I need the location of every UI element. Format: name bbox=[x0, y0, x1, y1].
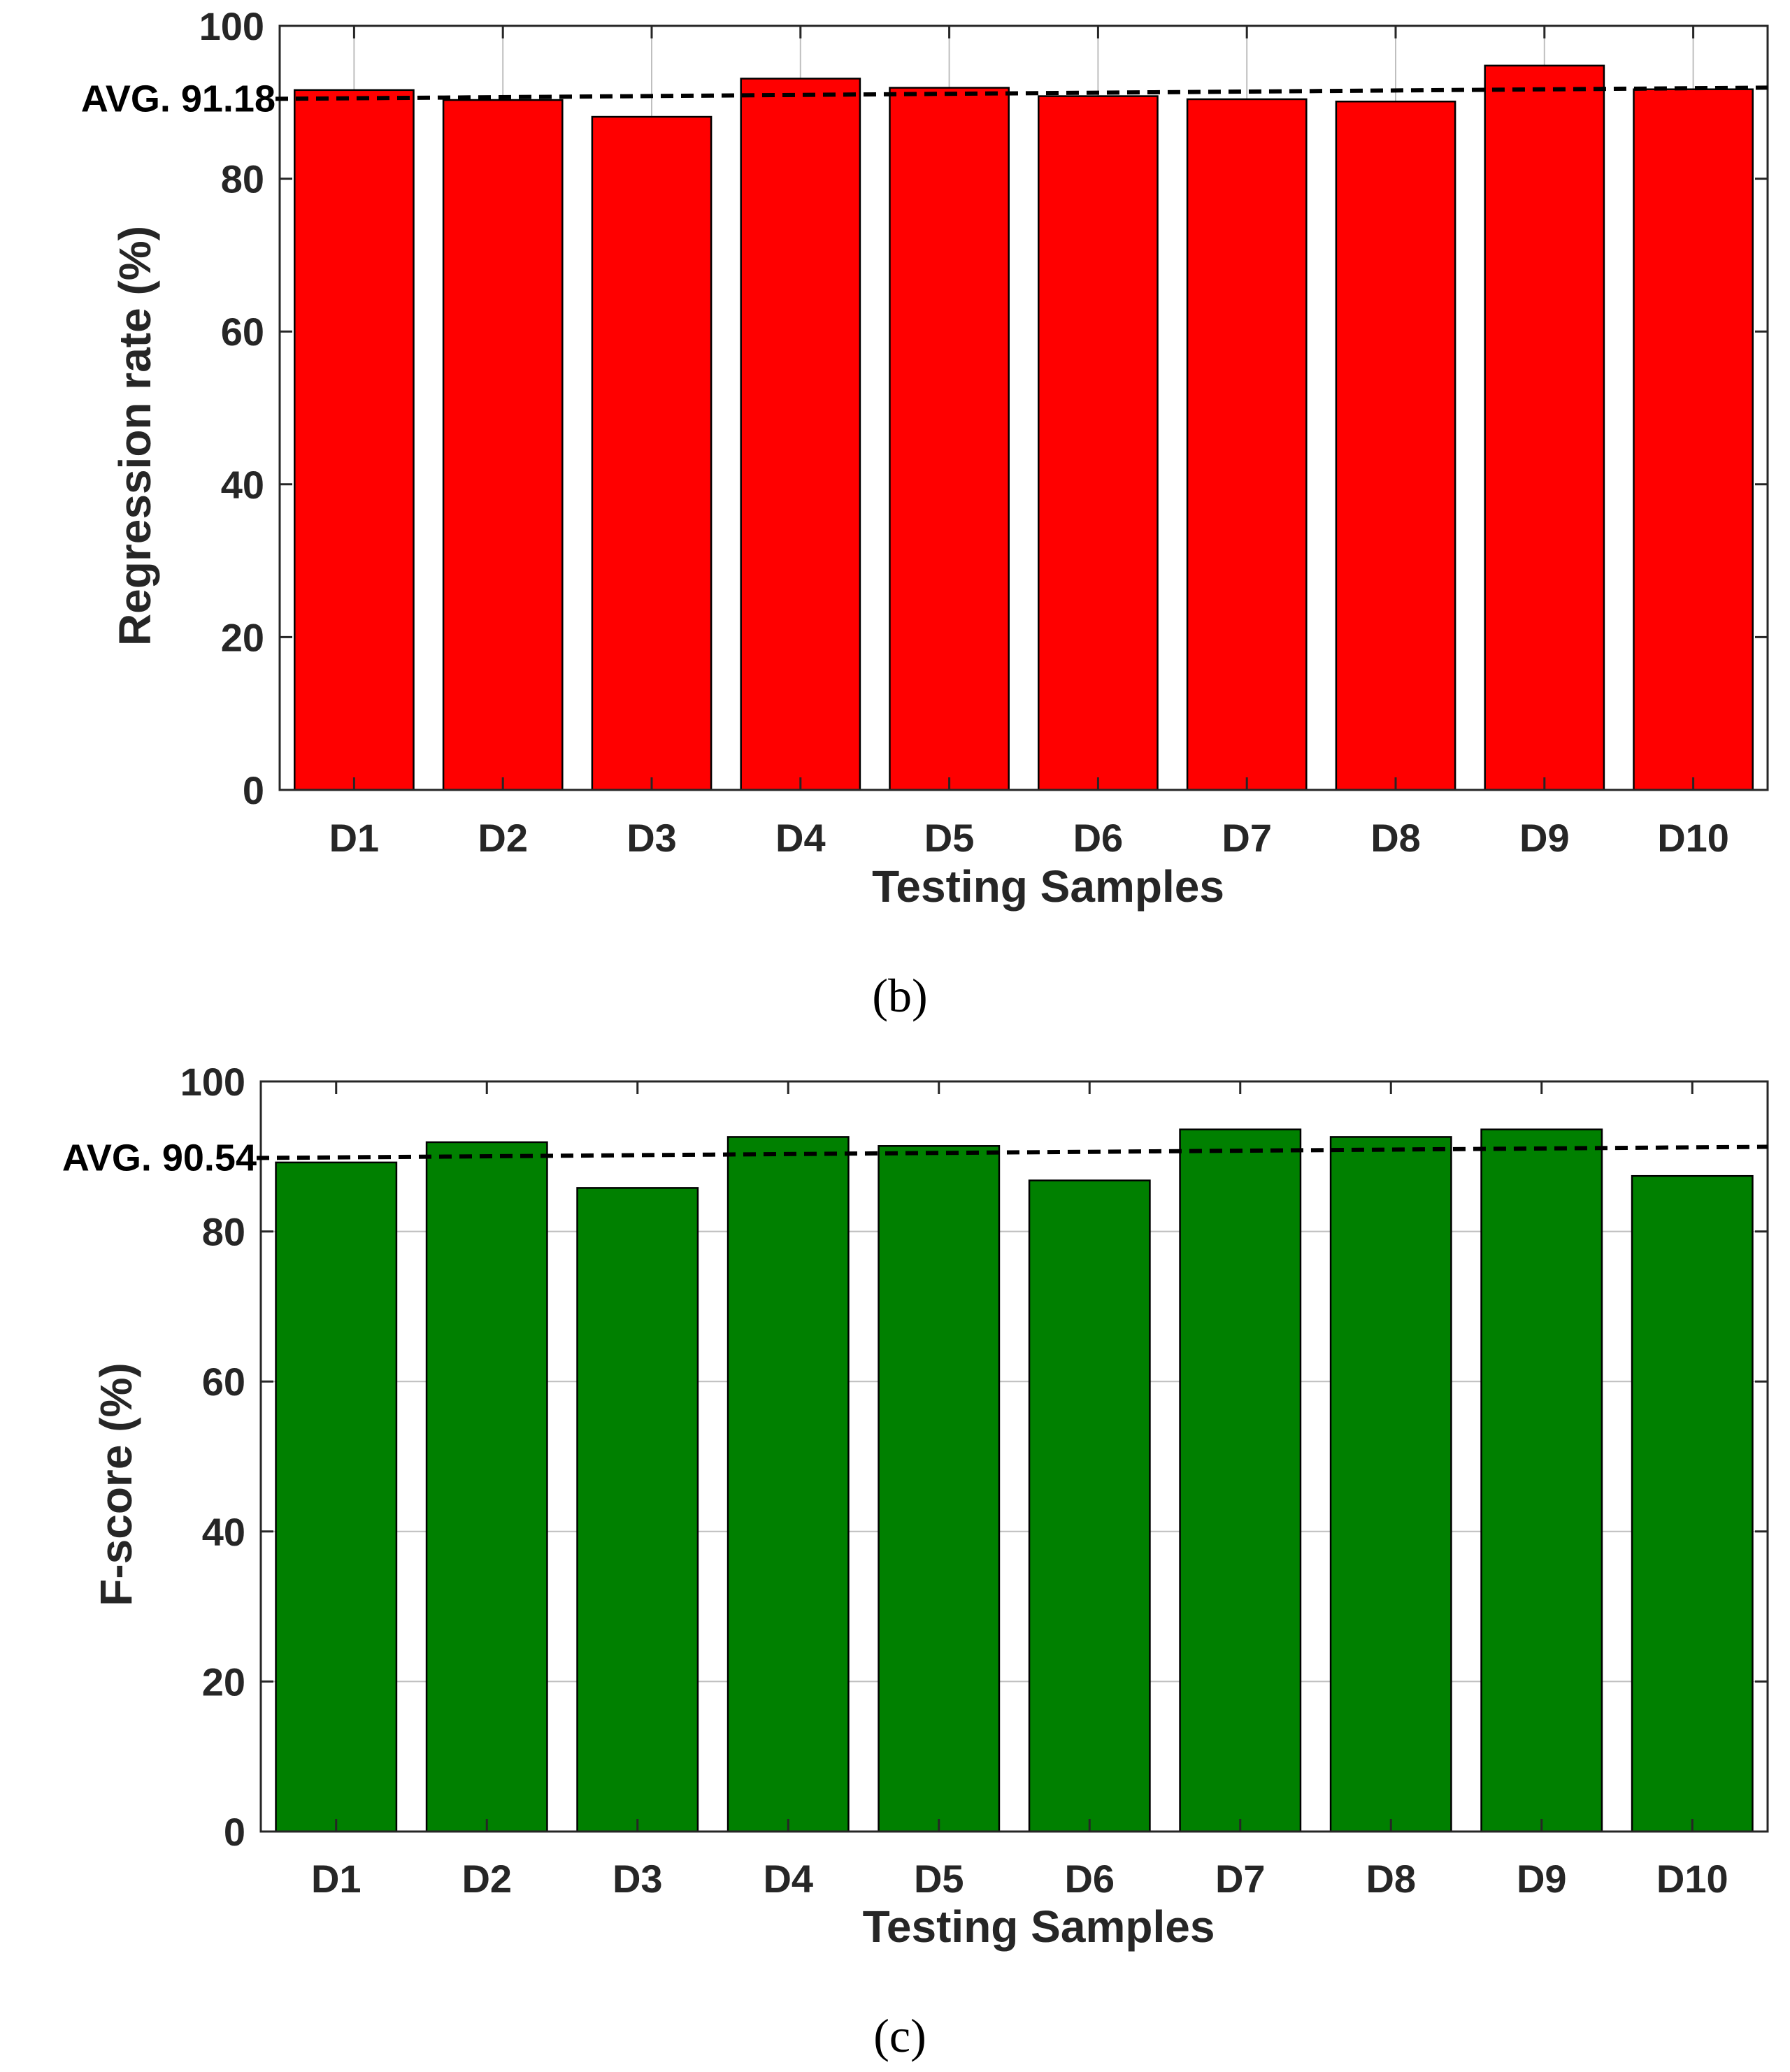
bar-d10 bbox=[1631, 1174, 1754, 1833]
plot-frame bbox=[278, 24, 1769, 791]
x-tick-label: D10 bbox=[1657, 816, 1729, 860]
y-tick-label: 100 bbox=[180, 1060, 245, 1104]
bar-d10 bbox=[1633, 88, 1754, 791]
x-tick-label: D2 bbox=[478, 816, 528, 860]
bars bbox=[294, 64, 1754, 791]
average-label: AVG. 91.18 bbox=[81, 78, 275, 120]
average-line bbox=[275, 85, 1768, 101]
x-tick-label: D8 bbox=[1370, 816, 1421, 860]
bar-d9 bbox=[1480, 1128, 1603, 1833]
x-tick-label: D3 bbox=[613, 1857, 663, 1901]
x-tick-label: D4 bbox=[775, 816, 826, 860]
bar-d6 bbox=[1028, 1179, 1151, 1833]
bar-d4 bbox=[726, 1136, 850, 1833]
plot-frame bbox=[259, 1080, 1769, 1833]
x-tick-label: D5 bbox=[914, 1857, 964, 1901]
bar-d1 bbox=[275, 1161, 398, 1833]
x-tick-label: D9 bbox=[1517, 1857, 1567, 1901]
y-tick-label: 60 bbox=[202, 1360, 245, 1404]
x-tick-label: D9 bbox=[1519, 816, 1570, 860]
bar-d9 bbox=[1484, 64, 1605, 791]
y-tick-label: 20 bbox=[202, 1660, 245, 1704]
x-tick-label: D7 bbox=[1222, 816, 1272, 860]
axis-ticks: 0 20 40 60 80 100 D1 D2 D3 D4 D5 D6 D7 D8 D9 D10 bbox=[199, 4, 1768, 860]
figure-caption-b: (b) bbox=[872, 969, 927, 1022]
x-tick-label: D3 bbox=[626, 816, 677, 860]
y-tick-label: 80 bbox=[202, 1210, 245, 1254]
y-tick-label: 20 bbox=[221, 615, 264, 659]
bar-d8 bbox=[1329, 1136, 1452, 1833]
bar-d4 bbox=[740, 78, 861, 791]
axis-ticks: 0 20 40 60 80 100 D1 D2 D3 D4 D5 D6 D7 D8 D9 D10 bbox=[180, 1060, 1768, 1901]
bar-d7 bbox=[1186, 98, 1308, 791]
chart-f-score: 0 20 40 60 80 100 D1 D2 D3 D4 D5 D6 D7 D8 D9 D10 AVG. 9… bbox=[62, 1060, 1769, 2062]
y-axis-label: F-score (%) bbox=[91, 1362, 141, 1606]
average-line bbox=[256, 1144, 1768, 1160]
bar-d1 bbox=[294, 89, 415, 791]
x-axis-label: Testing Samples bbox=[863, 1901, 1215, 1952]
y-tick-label: 40 bbox=[221, 463, 264, 507]
bar-d5 bbox=[878, 1145, 1001, 1833]
bar-d8 bbox=[1335, 100, 1456, 791]
figure-caption-c: (c) bbox=[873, 2009, 926, 2062]
y-axis-label: Regression rate (%) bbox=[110, 226, 160, 646]
y-tick-label: 0 bbox=[243, 768, 264, 812]
x-tick-label: D4 bbox=[763, 1857, 813, 1901]
x-tick-label: D1 bbox=[311, 1857, 361, 1901]
x-tick-label: D5 bbox=[924, 816, 975, 860]
bar-d3 bbox=[576, 1187, 699, 1833]
bar-d2 bbox=[425, 1141, 548, 1833]
x-tick-label: D7 bbox=[1215, 1857, 1266, 1901]
y-tick-label: 60 bbox=[221, 310, 264, 354]
average-label: AVG. 90.54 bbox=[62, 1137, 257, 1179]
bar-d5 bbox=[889, 87, 1010, 791]
x-tick-label: D6 bbox=[1064, 1857, 1115, 1901]
y-tick-label: 40 bbox=[202, 1510, 245, 1554]
chart-regression-rate: 0 20 40 60 80 100 D1 D2 D3 D4 D5 D6 D7 D8 D9 D10 AVG. 9… bbox=[81, 4, 1769, 1022]
x-tick-label: D1 bbox=[329, 816, 380, 860]
y-tick-label: 80 bbox=[221, 157, 264, 201]
x-tick-label: D10 bbox=[1656, 1857, 1728, 1901]
bar-d3 bbox=[591, 115, 713, 791]
bar-d2 bbox=[442, 99, 564, 791]
x-tick-label: D8 bbox=[1366, 1857, 1416, 1901]
bar-d7 bbox=[1179, 1128, 1302, 1833]
x-tick-label: D6 bbox=[1073, 816, 1124, 860]
x-axis-label: Testing Samples bbox=[872, 861, 1224, 912]
y-tick-label: 0 bbox=[224, 1810, 245, 1854]
bar-d6 bbox=[1038, 95, 1159, 791]
y-tick-label: 100 bbox=[199, 4, 264, 48]
x-tick-label: D2 bbox=[461, 1857, 512, 1901]
bars bbox=[275, 1128, 1754, 1833]
